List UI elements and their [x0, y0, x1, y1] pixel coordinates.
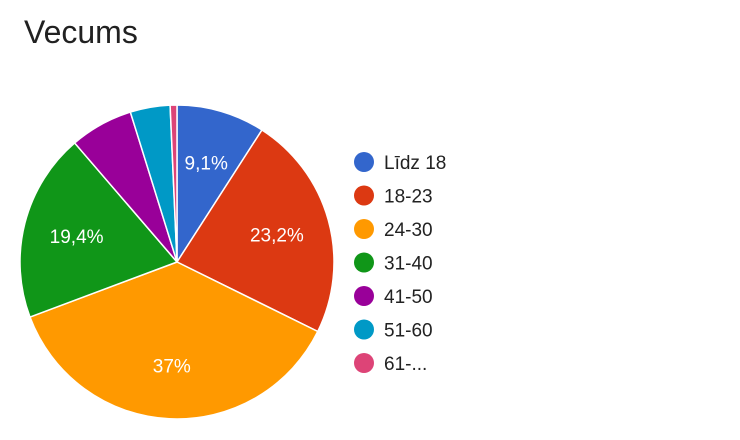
legend-label: Līdz 18: [384, 153, 446, 174]
legend-swatch: [354, 252, 374, 273]
pie-slices: [19, 104, 335, 420]
legend: Līdz 18 18-23 24-30 31-40 41-50 51-60 61-...: [354, 152, 446, 375]
slice-value-label: 23,2%: [250, 225, 304, 246]
legend-swatch: [354, 185, 374, 206]
legend-label: 41-50: [384, 287, 433, 308]
slice-value-label: 9,1%: [185, 154, 228, 175]
pie-slice-labels: 9,1% 23,2% 37% 19,4%: [50, 154, 304, 378]
legend-swatch: [354, 319, 374, 340]
legend-swatch: [354, 152, 374, 172]
pie-slice-4: [19, 141, 179, 318]
slice-value-label: 37%: [153, 357, 191, 378]
legend-swatch: [354, 286, 374, 306]
legend-label: 31-40: [384, 254, 433, 275]
legend-swatch: [354, 219, 374, 239]
legend-label: 18-23: [384, 187, 433, 208]
legend-swatch: [354, 353, 374, 373]
pie-slice-7: [169, 104, 178, 263]
legend-label: 61-...: [384, 354, 427, 375]
pie-slice-1: [176, 104, 263, 265]
legend-label: 24-30: [384, 220, 433, 241]
legend-label: 51-60: [384, 321, 433, 342]
slice-value-label: 19,4%: [50, 227, 104, 248]
chart-title: Vecums: [24, 14, 138, 50]
pie-slice-3: [28, 261, 319, 420]
